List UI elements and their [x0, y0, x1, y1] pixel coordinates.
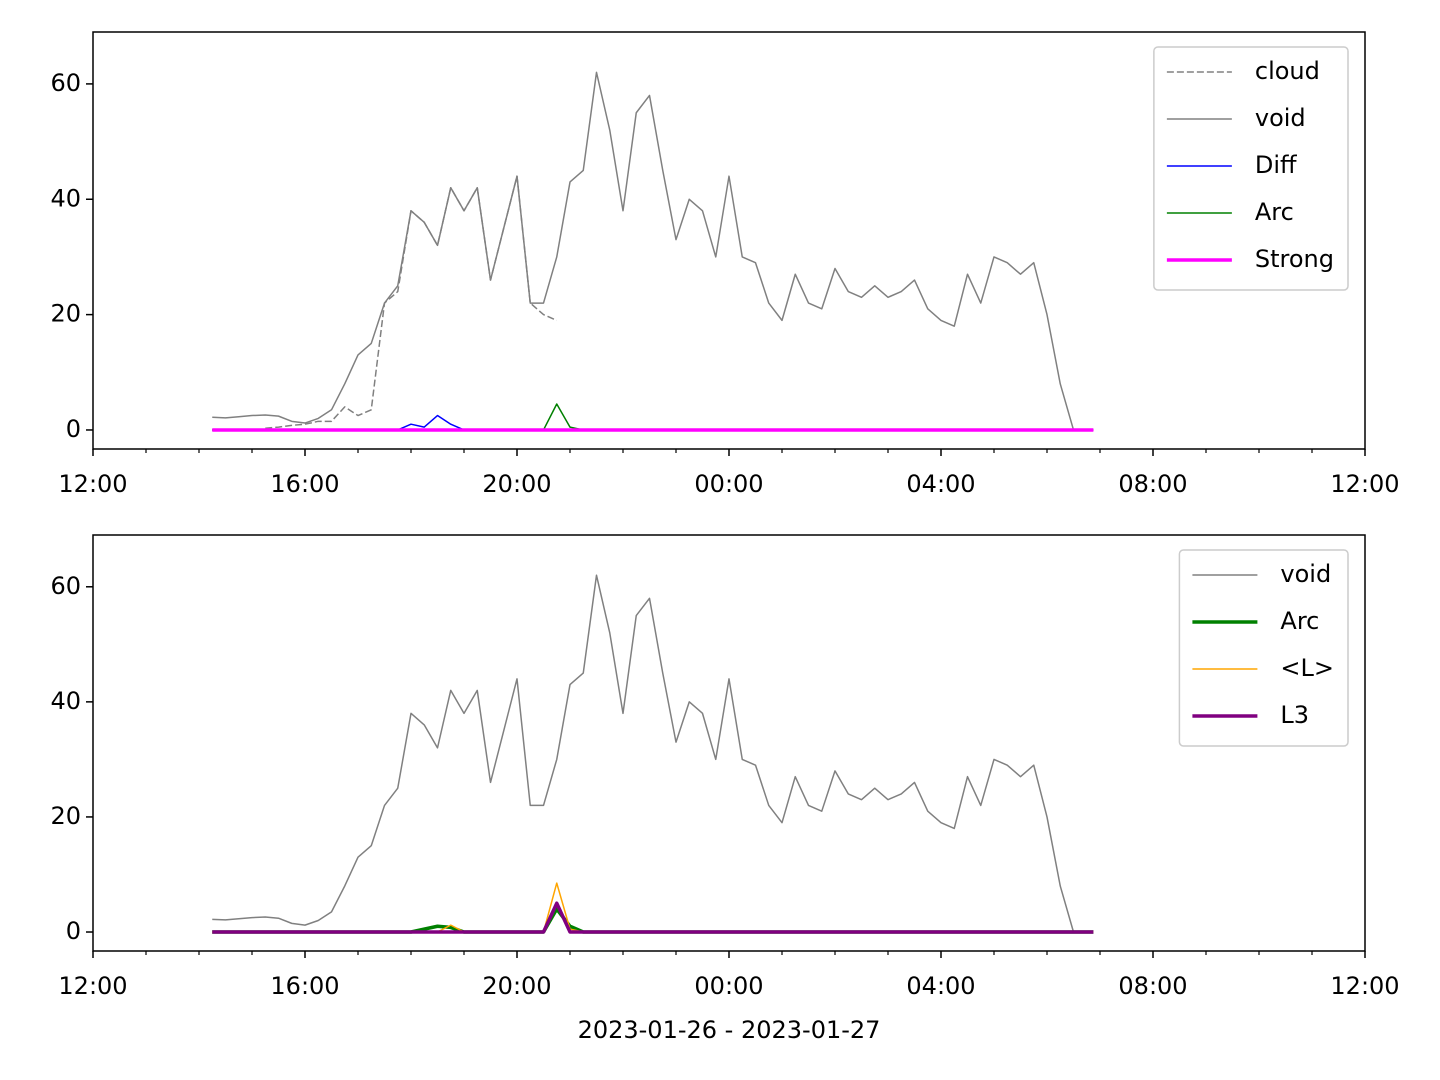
- legend-label: <L>: [1280, 654, 1334, 682]
- y-tick-label: 60: [50, 572, 81, 600]
- data-line: [212, 882, 1094, 933]
- axes-frame: [92, 31, 1366, 450]
- data-line: [212, 901, 1094, 934]
- plot-area: [212, 71, 1094, 432]
- y-tick-label: 0: [66, 415, 81, 443]
- data-line: [212, 574, 1075, 933]
- plot-area: [212, 574, 1094, 934]
- y-tick-label: 60: [50, 69, 81, 97]
- x-tick-label: 16:00: [270, 972, 339, 1000]
- legend-label: Strong: [1255, 245, 1334, 273]
- legend: cloud void Diff Arc Strong: [1153, 46, 1349, 291]
- x-tick-label: 12:00: [1330, 470, 1399, 498]
- legend-label: Arc: [1280, 607, 1319, 635]
- x-tick-label: 04:00: [906, 470, 975, 498]
- x-tick-label: 20:00: [482, 972, 551, 1000]
- legend-label: cloud: [1255, 57, 1320, 85]
- x-tick-label: 08:00: [1118, 470, 1187, 498]
- y-tick-label: 40: [50, 184, 81, 212]
- legend-label: Diff: [1255, 151, 1297, 179]
- y-tick-label: 40: [50, 687, 81, 715]
- legend-box: [1178, 549, 1349, 747]
- x-tick-label: 00:00: [694, 470, 763, 498]
- legend: void Arc <L> L3: [1178, 549, 1349, 747]
- data-line: [212, 414, 1094, 431]
- x-tick-label: 04:00: [906, 972, 975, 1000]
- data-line: [212, 71, 1075, 431]
- x-tick-label: 00:00: [694, 972, 763, 1000]
- y-tick-label: 20: [50, 802, 81, 830]
- x-tick-label: 16:00: [270, 470, 339, 498]
- legend-box: [1153, 46, 1349, 291]
- legend-label: Arc: [1255, 198, 1294, 226]
- x-tick-label: 12:00: [58, 972, 127, 1000]
- legend-label: void: [1255, 104, 1306, 132]
- x-tick-label: 12:00: [58, 470, 127, 498]
- x-tick-label: 12:00: [1330, 972, 1399, 1000]
- axes-frame: [92, 534, 1366, 952]
- x-tick-label: 08:00: [1118, 972, 1187, 1000]
- x-tick-label: 20:00: [482, 470, 551, 498]
- data-line: [212, 907, 1094, 934]
- y-tick-label: 20: [50, 300, 81, 328]
- legend-label: void: [1280, 560, 1331, 588]
- legend-label: L3: [1280, 701, 1309, 729]
- y-tick-label: 0: [66, 917, 81, 945]
- x-axis-label: 2023-01-26 - 2023-01-27: [578, 1016, 881, 1044]
